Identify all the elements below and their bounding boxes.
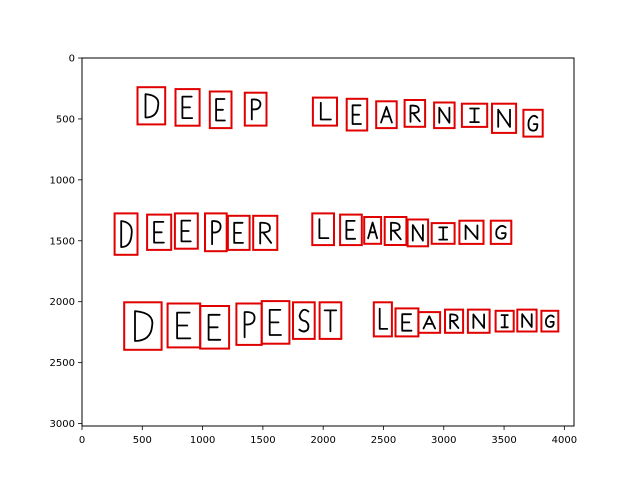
- glyph-e-line3-3: [207, 313, 222, 341]
- glyph-e-line1-3: [215, 98, 226, 122]
- bounding-box-line3-1: [123, 301, 163, 351]
- bounding-box-line2-13: [458, 219, 485, 245]
- glyph-d-line2-1: [120, 220, 133, 248]
- bounding-box-line1-4: [243, 91, 268, 127]
- y-tick-label: 0: [69, 54, 75, 65]
- bounding-box-line1-6: [345, 97, 369, 132]
- bounding-box-line3-13: [494, 309, 515, 333]
- glyph-l-line1-5: [319, 101, 332, 121]
- bounding-box-line2-12: [430, 222, 456, 245]
- y-tick-label: 2000: [50, 297, 75, 308]
- ticks-layer: 0 500 1000 1500 2000 2500 3000 3500 4000 0 500 1000…: [50, 54, 578, 447]
- bounding-box-line3-10: [417, 311, 442, 334]
- bounding-box-line2-1: [113, 212, 139, 256]
- bounding-box-line1-1: [136, 86, 167, 126]
- bounding-box-line2-3: [173, 212, 199, 250]
- bounding-box-line3-5: [260, 300, 291, 345]
- boxes-layer: [113, 86, 560, 351]
- glyph-n-line1-11: [497, 108, 511, 128]
- glyph-d-line1-1: [144, 93, 160, 119]
- glyph-a-line2-9: [367, 221, 378, 240]
- bounding-box-line1-11: [491, 102, 518, 134]
- glyph-e-line3-2: [176, 311, 192, 340]
- glyph-r-line1-8: [409, 104, 421, 123]
- glyph-e-line1-2: [181, 95, 194, 119]
- x-tick-label: 2000: [310, 435, 335, 446]
- bounding-box-line1-2: [174, 88, 201, 127]
- glyph-s-line3-6: [298, 308, 310, 333]
- glyph-a-line3-10: [422, 315, 436, 330]
- glyph-e-line3-5: [268, 309, 282, 336]
- glyph-g-line3-15: [545, 314, 555, 328]
- glyph-r-line2-6: [259, 221, 273, 245]
- bounding-box-line2-2: [146, 213, 173, 251]
- bounding-box-line3-11: [444, 308, 465, 334]
- glyph-n-line2-11: [411, 224, 424, 242]
- bounding-box-line1-5: [311, 96, 338, 127]
- x-tick-label: 3500: [491, 435, 516, 446]
- bounding-box-line3-12: [466, 308, 491, 334]
- x-tick-label: 2500: [371, 435, 396, 446]
- glyph-e-line2-3: [180, 219, 192, 243]
- bounding-box-line2-10: [383, 216, 408, 246]
- bounding-box-line2-11: [406, 218, 430, 248]
- glyph-t-line3-7: [323, 309, 338, 333]
- bounding-box-line2-9: [363, 216, 383, 245]
- bounding-box-line1-12: [522, 108, 544, 138]
- glyph-n-line1-9: [438, 106, 451, 124]
- x-tick-label: 4000: [552, 435, 577, 446]
- glyph-e-line1-6: [351, 104, 362, 125]
- glyph-i-line2-12: [438, 226, 449, 241]
- glyph-g-line1-12: [527, 114, 539, 132]
- bounding-box-line2-4: [204, 212, 228, 253]
- glyph-l-line3-8: [378, 307, 389, 330]
- bounding-box-line3-6: [292, 301, 316, 340]
- glyph-l-line2-7: [318, 218, 330, 239]
- bounding-box-line3-3: [199, 305, 231, 350]
- glyph-i-line3-13: [500, 314, 509, 329]
- glyph-p-line1-4: [250, 98, 262, 121]
- bounding-box-line2-8: [339, 213, 363, 247]
- glyph-g-line2-14: [495, 224, 507, 240]
- glyph-e-line2-8: [345, 220, 357, 240]
- glyph-a-line1-7: [380, 105, 393, 124]
- bounding-box-line2-7: [311, 212, 335, 247]
- bounding-box-line2-6: [252, 214, 279, 251]
- bounding-box-line1-3: [208, 90, 233, 130]
- bounding-box-line1-9: [433, 101, 456, 130]
- glyph-e-line3-9: [401, 313, 413, 332]
- glyph-e-line2-2: [153, 221, 165, 244]
- bounding-box-line1-8: [403, 99, 427, 128]
- x-tick-label: 0: [79, 435, 85, 446]
- glyph-i-line1-10: [469, 107, 480, 123]
- bounding-box-line3-8: [372, 301, 393, 338]
- glyph-r-line3-11: [449, 313, 460, 330]
- y-tick-label: 3000: [50, 419, 75, 430]
- axes-frame: [81, 57, 575, 427]
- y-tick-label: 1000: [50, 175, 75, 186]
- glyph-e-line2-5: [233, 221, 244, 244]
- y-tick-label: 2500: [50, 358, 75, 369]
- x-tick-label: 500: [133, 435, 152, 446]
- glyph-n-line2-13: [464, 224, 479, 240]
- x-tick-label: 1000: [190, 435, 215, 446]
- glyph-p-line2-4: [211, 220, 222, 246]
- bounding-box-line3-7: [318, 301, 343, 340]
- glyph-d-line3-1: [134, 310, 154, 342]
- bounding-box-line2-14: [489, 219, 513, 245]
- bounding-box-line1-10: [460, 102, 489, 128]
- bounding-box-line3-14: [516, 308, 538, 333]
- bounding-box-line3-15: [540, 309, 560, 333]
- y-tick-label: 1500: [50, 236, 75, 247]
- glyph-r-line2-10: [390, 221, 402, 241]
- y-tick-label: 500: [56, 114, 75, 125]
- glyph-p-line3-4: [243, 311, 256, 339]
- glyph-n-line3-14: [521, 313, 533, 328]
- x-tick-label: 3000: [431, 435, 456, 446]
- x-tick-label: 1500: [250, 435, 275, 446]
- glyph-n-line3-12: [472, 313, 485, 329]
- bounding-box-line2-5: [226, 214, 251, 251]
- bounding-box-line1-7: [375, 100, 398, 130]
